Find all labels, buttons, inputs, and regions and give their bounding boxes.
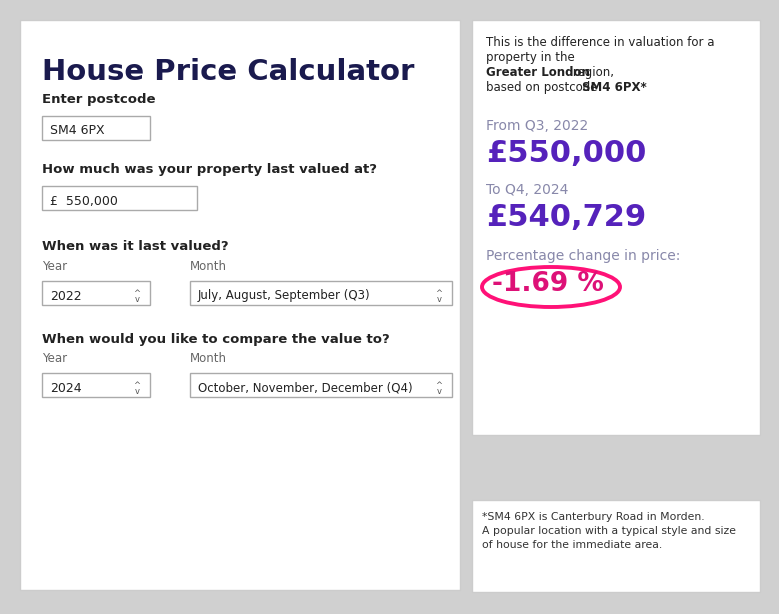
Text: v: v: [436, 387, 442, 397]
Text: When would you like to compare the value to?: When would you like to compare the value…: [42, 333, 390, 346]
Text: v: v: [135, 295, 139, 305]
Text: -1.69 %: -1.69 %: [492, 271, 604, 297]
Text: £  550,000: £ 550,000: [50, 195, 118, 208]
Text: Greater London: Greater London: [486, 66, 590, 79]
Text: v: v: [436, 295, 442, 305]
Text: region,: region,: [569, 66, 614, 79]
Text: SM4 6PX*: SM4 6PX*: [582, 81, 647, 94]
Text: of house for the immediate area.: of house for the immediate area.: [482, 540, 662, 550]
Text: property in the: property in the: [486, 51, 575, 64]
FancyBboxPatch shape: [42, 373, 150, 397]
Text: based on postcode: based on postcode: [486, 81, 601, 94]
Text: July, August, September (Q3): July, August, September (Q3): [198, 289, 371, 303]
Text: Percentage change in price:: Percentage change in price:: [486, 249, 680, 263]
Text: ^: ^: [133, 289, 140, 298]
Text: Year: Year: [42, 352, 67, 365]
Text: ^: ^: [133, 381, 140, 391]
FancyBboxPatch shape: [42, 186, 197, 210]
FancyBboxPatch shape: [472, 500, 760, 592]
FancyBboxPatch shape: [20, 20, 460, 590]
Text: 2022: 2022: [50, 289, 82, 303]
Text: Month: Month: [190, 352, 227, 365]
Text: Enter postcode: Enter postcode: [42, 93, 156, 106]
Text: 2024: 2024: [50, 381, 82, 395]
Text: ^: ^: [435, 289, 442, 298]
FancyBboxPatch shape: [472, 20, 760, 435]
Text: House Price Calculator: House Price Calculator: [42, 58, 414, 86]
FancyBboxPatch shape: [190, 373, 452, 397]
Text: When was it last valued?: When was it last valued?: [42, 241, 228, 254]
Text: £540,729: £540,729: [486, 203, 647, 232]
Text: Year: Year: [42, 260, 67, 273]
Text: v: v: [135, 387, 139, 397]
FancyBboxPatch shape: [42, 281, 150, 305]
Text: To Q4, 2024: To Q4, 2024: [486, 183, 569, 197]
Text: From Q3, 2022: From Q3, 2022: [486, 119, 588, 133]
Text: October, November, December (Q4): October, November, December (Q4): [198, 381, 413, 395]
Text: SM4 6PX: SM4 6PX: [50, 125, 104, 138]
Text: Month: Month: [190, 260, 227, 273]
Text: £550,000: £550,000: [486, 139, 647, 168]
Text: A popular location with a typical style and size: A popular location with a typical style …: [482, 526, 736, 536]
Text: ^: ^: [435, 381, 442, 391]
FancyBboxPatch shape: [42, 116, 150, 140]
Text: *SM4 6PX is Canterbury Road in Morden.: *SM4 6PX is Canterbury Road in Morden.: [482, 512, 705, 522]
Text: This is the difference in valuation for a: This is the difference in valuation for …: [486, 36, 714, 49]
FancyBboxPatch shape: [190, 281, 452, 305]
Text: How much was your property last valued at?: How much was your property last valued a…: [42, 163, 377, 176]
